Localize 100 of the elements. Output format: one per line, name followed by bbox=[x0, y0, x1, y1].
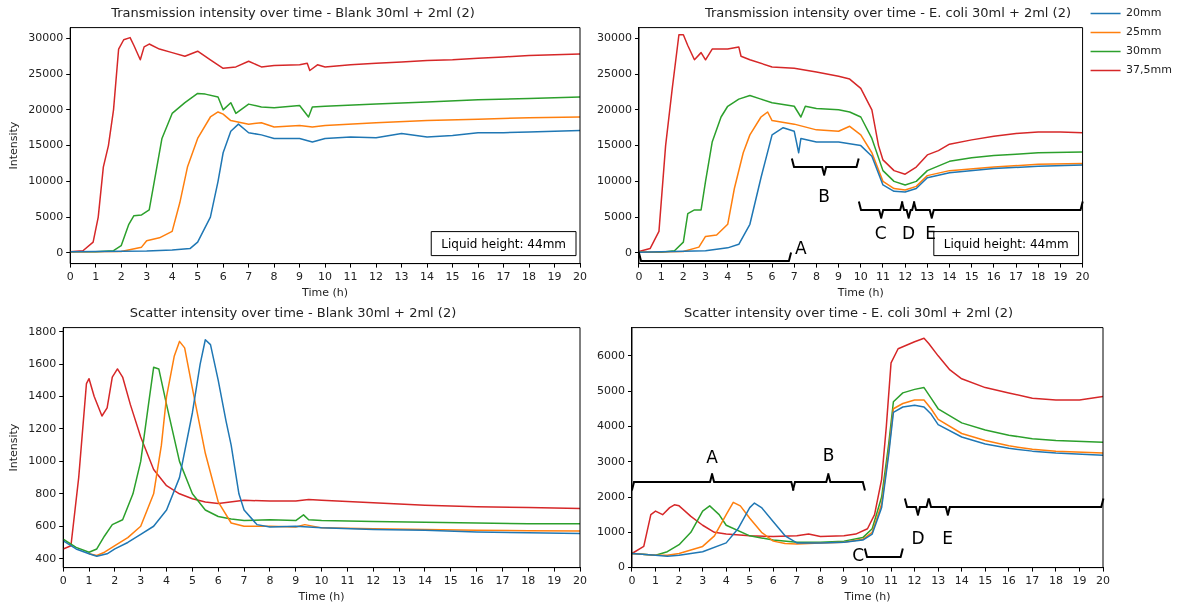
x-tick-label: 6 bbox=[769, 574, 777, 588]
x-tick-label: 16 bbox=[471, 270, 486, 284]
x-tick-label: 11 bbox=[340, 574, 355, 588]
x-tick-label: 2 bbox=[679, 270, 687, 284]
x-tick-label: 11 bbox=[343, 270, 358, 284]
x-tick-label: 17 bbox=[1009, 270, 1024, 284]
x-tick-label: 11 bbox=[884, 574, 899, 588]
y-tick-label: 30000 bbox=[28, 31, 64, 45]
x-tick-label: 13 bbox=[920, 270, 935, 284]
x-tick-label: 16 bbox=[469, 574, 484, 588]
y-tick-label: 10000 bbox=[28, 174, 64, 188]
x-tick-label: 13 bbox=[931, 574, 946, 588]
x-tick-label: 18 bbox=[522, 270, 537, 284]
x-tick-label: 0 bbox=[66, 270, 74, 284]
x-tick-label: 18 bbox=[521, 574, 536, 588]
x-tick-label: 6 bbox=[219, 270, 227, 284]
legend-label: 20mm bbox=[1126, 6, 1162, 20]
y-axis-title: Intensity bbox=[7, 423, 21, 472]
annotation: C bbox=[874, 223, 887, 244]
x-tick-label: 2 bbox=[117, 270, 125, 284]
x-tick-label: 11 bbox=[875, 270, 890, 284]
annotation: Liquid height: 44mm bbox=[441, 236, 566, 251]
x-axis-title: Time (h) bbox=[297, 590, 345, 604]
x-tick-label: 7 bbox=[245, 270, 253, 284]
x-tick-label: 8 bbox=[816, 574, 824, 588]
x-tick-label: 20 bbox=[573, 574, 587, 588]
y-tick-label: 3000 bbox=[596, 454, 625, 468]
chart-title: Scatter intensity over time - E. coli 30ml + 2ml (2) bbox=[684, 305, 1013, 321]
x-tick-label: 4 bbox=[724, 270, 732, 284]
x-tick-label: 12 bbox=[366, 574, 381, 588]
x-tick-label: 16 bbox=[986, 270, 1001, 284]
y-tick-label: 10000 bbox=[596, 174, 632, 188]
chart-title: Scatter intensity over time - Blank 30ml + 2ml (2) bbox=[129, 305, 457, 321]
x-tick-label: 20 bbox=[1096, 574, 1110, 588]
y-tick-label: 1800 bbox=[28, 324, 57, 338]
x-tick-label: 6 bbox=[214, 574, 222, 588]
x-tick-label: 9 bbox=[835, 270, 843, 284]
x-tick-label: 4 bbox=[163, 574, 171, 588]
y-tick-label: 15000 bbox=[28, 138, 64, 152]
x-tick-label: 1 bbox=[85, 574, 93, 588]
x-tick-label: 6 bbox=[768, 270, 776, 284]
y-tick-label: 1600 bbox=[28, 356, 57, 370]
y-tick-label: 6000 bbox=[596, 348, 625, 362]
x-tick-label: 15 bbox=[964, 270, 979, 284]
chart-title: Transmission intensity over time - Blank 30ml + 2ml (2) bbox=[110, 5, 475, 21]
y-tick-label: 5000 bbox=[596, 383, 625, 397]
x-tick-label: 10 bbox=[853, 270, 868, 284]
y-tick-label: 20000 bbox=[28, 102, 64, 116]
x-tick-label: 3 bbox=[699, 574, 707, 588]
x-tick-label: 3 bbox=[143, 270, 151, 284]
annotation: Liquid height: 44mm bbox=[943, 236, 1069, 251]
x-tick-label: 16 bbox=[1001, 574, 1016, 588]
x-tick-label: 10 bbox=[318, 270, 333, 284]
annotation: D bbox=[901, 223, 916, 244]
x-tick-label: 7 bbox=[240, 574, 248, 588]
x-tick-label: 8 bbox=[270, 270, 278, 284]
chart-title: Transmission intensity over time - E. coli 30ml + 2ml (2) bbox=[703, 5, 1072, 21]
y-tick-label: 4000 bbox=[596, 419, 625, 433]
y-tick-label: 2000 bbox=[596, 489, 625, 503]
x-tick-label: 17 bbox=[1025, 574, 1040, 588]
x-tick-label: 3 bbox=[137, 574, 145, 588]
x-tick-label: 17 bbox=[495, 574, 510, 588]
x-tick-label: 1 bbox=[657, 270, 665, 284]
annotation: E bbox=[942, 527, 953, 548]
x-tick-label: 10 bbox=[860, 574, 875, 588]
x-tick-label: 19 bbox=[1072, 574, 1087, 588]
annotation: D bbox=[911, 527, 925, 548]
y-tick-label: 5000 bbox=[603, 209, 632, 223]
x-tick-label: 12 bbox=[898, 270, 913, 284]
x-tick-label: 18 bbox=[1031, 270, 1046, 284]
x-tick-label: 9 bbox=[296, 270, 304, 284]
y-tick-label: 0 bbox=[624, 245, 632, 259]
x-tick-label: 9 bbox=[840, 574, 848, 588]
y-tick-label: 5000 bbox=[35, 209, 64, 223]
x-tick-label: 2 bbox=[675, 574, 683, 588]
x-tick-label: 5 bbox=[188, 574, 196, 588]
x-tick-label: 19 bbox=[1053, 270, 1068, 284]
legend-label: 37,5mm bbox=[1126, 63, 1173, 77]
x-tick-label: 13 bbox=[392, 574, 407, 588]
legend-label: 30mm bbox=[1126, 44, 1162, 58]
x-tick-label: 15 bbox=[978, 574, 993, 588]
x-tick-label: 19 bbox=[547, 270, 562, 284]
x-tick-label: 18 bbox=[1048, 574, 1063, 588]
y-tick-label: 25000 bbox=[28, 66, 64, 80]
y-tick-label: 0 bbox=[617, 560, 625, 574]
x-tick-label: 4 bbox=[168, 270, 176, 284]
x-tick-label: 1 bbox=[92, 270, 100, 284]
y-tick-label: 25000 bbox=[596, 66, 632, 80]
x-tick-label: 15 bbox=[445, 270, 460, 284]
y-tick-label: 1000 bbox=[28, 454, 57, 468]
x-axis-title: Time (h) bbox=[836, 286, 884, 300]
annotation: A bbox=[795, 237, 808, 258]
y-tick-label: 600 bbox=[35, 519, 57, 533]
x-tick-label: 12 bbox=[907, 574, 922, 588]
y-tick-label: 1000 bbox=[596, 525, 625, 539]
x-tick-label: 1 bbox=[652, 574, 660, 588]
y-tick-label: 30000 bbox=[596, 31, 632, 45]
x-tick-label: 8 bbox=[266, 574, 274, 588]
x-tick-label: 15 bbox=[443, 574, 458, 588]
x-tick-label: 5 bbox=[194, 270, 202, 284]
